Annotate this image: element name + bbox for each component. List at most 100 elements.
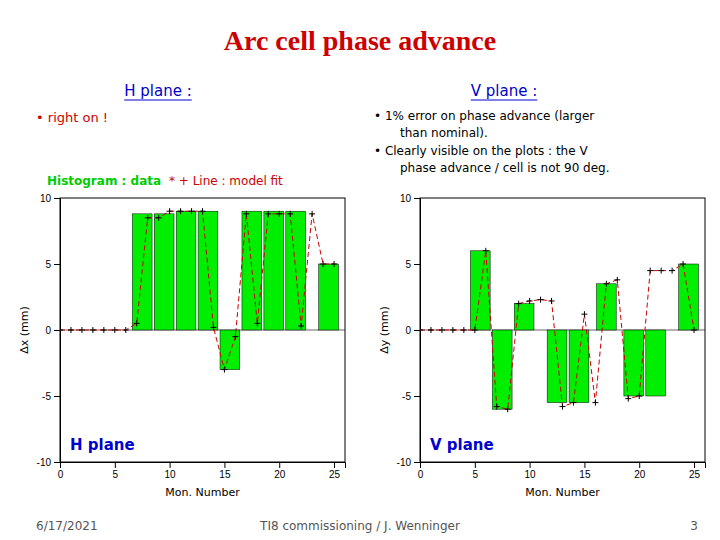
x-tick: 25 xyxy=(689,462,701,480)
plane-label: V plane : xyxy=(471,82,537,100)
bar xyxy=(547,330,567,403)
y-tick-label: -5 xyxy=(42,391,51,402)
x-tick-mark xyxy=(279,462,280,468)
x-tick: 10 xyxy=(165,462,177,480)
bar xyxy=(154,214,174,330)
marker xyxy=(123,327,129,333)
marker xyxy=(232,334,238,340)
marker xyxy=(145,215,151,221)
marker xyxy=(60,327,63,333)
x-tick: 10 xyxy=(525,462,537,480)
y-tick-label: 10 xyxy=(40,193,52,204)
x-tick: 0 xyxy=(58,462,64,480)
y-tick-mark xyxy=(54,396,60,397)
marker xyxy=(298,323,304,329)
x-tick-mark xyxy=(530,462,531,468)
marker xyxy=(603,281,609,287)
x-tick: 5 xyxy=(113,462,119,480)
marker xyxy=(636,393,642,399)
marker xyxy=(647,268,653,274)
marker xyxy=(538,297,544,303)
x-tick-mark xyxy=(115,462,116,468)
x-tick-label: 0 xyxy=(58,469,64,480)
x-tick-label: 25 xyxy=(329,469,341,480)
legend-entry: Histogram : data xyxy=(47,174,161,188)
marker xyxy=(221,367,227,373)
marker xyxy=(167,208,173,214)
x-axis: 0 5 10 15 20 25 xyxy=(418,462,706,480)
plot-area xyxy=(420,248,705,412)
x-tick-label: 20 xyxy=(274,469,286,480)
y-tick-mark xyxy=(414,198,420,199)
marker xyxy=(516,301,522,307)
bar-series xyxy=(132,211,338,369)
footer: 6/17/2021 xyxy=(36,519,98,533)
y-tick-mark xyxy=(414,396,420,397)
marker xyxy=(156,215,162,221)
bar xyxy=(596,284,616,330)
marker xyxy=(669,268,675,274)
marker xyxy=(90,327,96,333)
bar xyxy=(646,330,666,396)
x-tick: 5 xyxy=(473,462,479,480)
y-tick: 0 xyxy=(405,325,420,336)
x-tick-label: 10 xyxy=(165,469,177,480)
y-tick: -5 xyxy=(402,391,420,402)
marker xyxy=(570,400,576,406)
x-tick-mark xyxy=(170,462,171,468)
y-tick-label: 0 xyxy=(405,325,411,336)
y-axis-label: Δy (mm) xyxy=(378,306,391,354)
y-tick: -10 xyxy=(397,457,420,468)
marker xyxy=(68,327,74,333)
marker xyxy=(439,327,445,333)
x-tick: 25 xyxy=(329,462,341,480)
y-axis-label: Δx (mm) xyxy=(18,306,31,354)
marker xyxy=(79,327,85,333)
x-tick-label: 15 xyxy=(219,469,231,480)
marker xyxy=(472,327,478,333)
bullet: • right on ! xyxy=(36,110,108,125)
x-axis-label: Mon. Number xyxy=(165,486,240,499)
x-tick-label: 20 xyxy=(634,469,646,480)
model-line xyxy=(60,211,334,369)
y-tick-label: -5 xyxy=(402,391,411,402)
y-tick: -10 xyxy=(37,457,60,468)
x-axis-domain xyxy=(421,463,706,469)
underline xyxy=(471,100,537,101)
marker xyxy=(483,248,489,254)
marker xyxy=(461,327,467,333)
x-axis: 0 5 10 15 20 25 xyxy=(58,462,346,480)
x-tick-label: 5 xyxy=(113,469,119,480)
marker xyxy=(658,268,664,274)
y-tick: 5 xyxy=(45,259,60,270)
y-tick-mark xyxy=(54,462,60,463)
x-tick: 20 xyxy=(274,462,286,480)
x-tick-mark xyxy=(334,462,335,468)
bar xyxy=(470,251,490,330)
plot-frame xyxy=(60,198,345,462)
x-tick: 15 xyxy=(579,462,591,480)
title: Arc cell phase advance xyxy=(224,25,496,56)
plot-area xyxy=(60,208,345,372)
bullet: than nominal). xyxy=(400,126,488,140)
underline xyxy=(124,100,192,101)
x-tick-label: 15 xyxy=(579,469,591,480)
y-tick: 5 xyxy=(405,259,420,270)
bullet: • 1% error on phase advance (larger xyxy=(374,109,594,123)
y-tick: -5 xyxy=(42,391,60,402)
marker xyxy=(592,400,598,406)
y-tick-mark xyxy=(54,330,60,331)
panel-title: H plane xyxy=(70,436,135,454)
y-tick-label: -10 xyxy=(397,457,412,468)
marker xyxy=(200,208,206,214)
y-tick-label: 10 xyxy=(400,193,412,204)
marker xyxy=(527,298,533,304)
y-tick: 10 xyxy=(40,193,60,204)
y-axis: -10 -5 0 5 10 xyxy=(397,193,421,468)
chart-panel: 0510152025-10-50510V planeMon. NumberΔy … xyxy=(378,193,706,499)
marker xyxy=(210,324,216,330)
marker xyxy=(420,327,423,333)
x-tick-label: 0 xyxy=(418,469,424,480)
y-tick: 10 xyxy=(400,193,420,204)
y-tick-label: 5 xyxy=(45,259,51,270)
